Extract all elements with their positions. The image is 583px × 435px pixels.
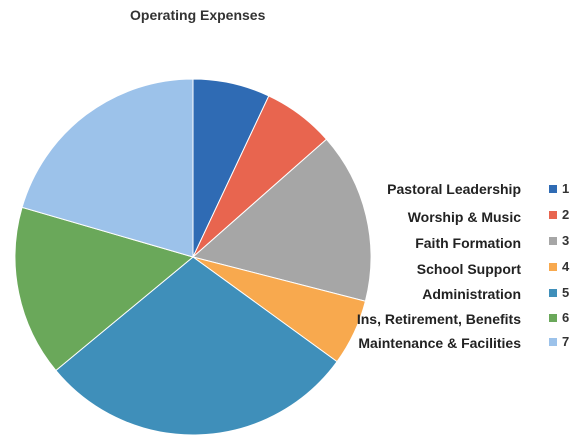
legend-label: 6 — [562, 310, 570, 325]
category-label: Administration — [422, 286, 521, 302]
legend-item: 1 — [549, 181, 569, 196]
pie-slice-3 — [191, 138, 372, 302]
legend-swatch — [549, 337, 557, 346]
legend-item: 7 — [549, 334, 569, 349]
category-label: Faith Formation — [415, 235, 521, 251]
category-label: Worship & Music — [407, 209, 521, 225]
legend-item: 3 — [549, 233, 569, 248]
pie-slice-6 — [14, 206, 195, 372]
category-label: Ins, Retirement, Benefits — [356, 311, 521, 327]
legend-swatch — [549, 236, 557, 245]
legend-item: 2 — [549, 207, 569, 222]
legend-item: 6 — [549, 310, 569, 325]
legend-item: 5 — [549, 285, 569, 300]
pie-slice-7 — [21, 78, 194, 258]
category-label: School Support — [416, 261, 521, 277]
category-label: Pastoral Leadership — [387, 181, 521, 197]
legend-label: 4 — [562, 259, 570, 274]
legend-item: 4 — [549, 259, 569, 274]
legend-swatch — [549, 210, 557, 219]
category-label: Maintenance & Facilities — [358, 335, 521, 351]
legend-swatch — [549, 184, 557, 193]
legend-swatch — [549, 288, 557, 297]
legend-label: 3 — [562, 233, 570, 248]
legend-swatch — [549, 262, 557, 271]
legend-swatch — [549, 313, 557, 322]
chart-title: Operating Expenses — [130, 7, 266, 23]
legend-label: 7 — [562, 334, 570, 349]
legend-label: 5 — [562, 285, 570, 300]
legend-label: 1 — [562, 181, 570, 196]
legend-label: 2 — [562, 207, 570, 222]
